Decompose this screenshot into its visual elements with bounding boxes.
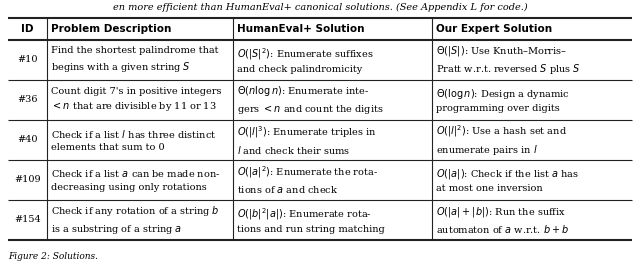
Text: $O(|a|)$: Check if the list $a$ has
at most one inversion: $O(|a|)$: Check if the list $a$ has at m…	[436, 167, 579, 193]
Text: $O(|a| + |b|)$: Run the suffix
automaton of $a$ w.r.t. $b + b$: $O(|a| + |b|)$: Run the suffix automaton…	[436, 205, 569, 235]
Text: en more efficient than HumanEval+ canonical solutions. (See Appendix L for code.: en more efficient than HumanEval+ canoni…	[113, 3, 527, 12]
Text: #36: #36	[17, 96, 38, 105]
Text: Find the shortest palindrome that
begins with a given string $S$: Find the shortest palindrome that begins…	[51, 46, 218, 74]
Text: $O(|l|^3)$: Enumerate triples in
$l$ and check their sums: $O(|l|^3)$: Enumerate triples in $l$ and…	[237, 124, 376, 156]
Text: #10: #10	[17, 56, 38, 64]
Text: $O(|l|^2)$: Use a hash set and
enumerate pairs in $l$: $O(|l|^2)$: Use a hash set and enumerate…	[436, 123, 567, 157]
Text: Check if any rotation of a string $b$
is a substring of a string $a$: Check if any rotation of a string $b$ is…	[51, 204, 220, 236]
Text: $\Theta(\log n)$: Design a dynamic
programming over digits: $\Theta(\log n)$: Design a dynamic progr…	[436, 87, 570, 113]
Text: HumanEval+ Solution: HumanEval+ Solution	[237, 24, 364, 34]
Text: $O(|S|^2)$: Enumerate suffixes
and check palindromicity: $O(|S|^2)$: Enumerate suffixes and check…	[237, 46, 373, 74]
Text: Check if a list $a$ can be made non-
decreasing using only rotations: Check if a list $a$ can be made non- dec…	[51, 168, 220, 192]
Text: $O(|b|^2|a|)$: Enumerate rota-
tions and run string matching: $O(|b|^2|a|)$: Enumerate rota- tions and…	[237, 206, 385, 234]
Text: $\Theta(n \log n)$: Enumerate inte-
gers $< n$ and count the digits: $\Theta(n \log n)$: Enumerate inte- gers…	[237, 84, 383, 116]
Text: $\Theta(|S|)$: Use Knuth–Morris–
Pratt w.r.t. reversed $S$ plus $S$: $\Theta(|S|)$: Use Knuth–Morris– Pratt w…	[436, 44, 581, 76]
Text: #154: #154	[14, 216, 41, 225]
Text: #40: #40	[17, 135, 38, 145]
Text: Problem Description: Problem Description	[51, 24, 171, 34]
Text: #109: #109	[14, 176, 41, 184]
Text: Count digit 7's in positive integers
$< n$ that are divisible by 11 or 13: Count digit 7's in positive integers $< …	[51, 87, 221, 113]
Text: Our Expert Solution: Our Expert Solution	[436, 24, 552, 34]
Text: Figure 2: Solutions.: Figure 2: Solutions.	[8, 252, 98, 261]
Text: Check if a list $l$ has three distinct
elements that sum to 0: Check if a list $l$ has three distinct e…	[51, 128, 216, 152]
Text: $O(|a|^2)$: Enumerate the rota-
tions of $a$ and check: $O(|a|^2)$: Enumerate the rota- tions of…	[237, 165, 378, 195]
Text: ID: ID	[21, 24, 33, 34]
